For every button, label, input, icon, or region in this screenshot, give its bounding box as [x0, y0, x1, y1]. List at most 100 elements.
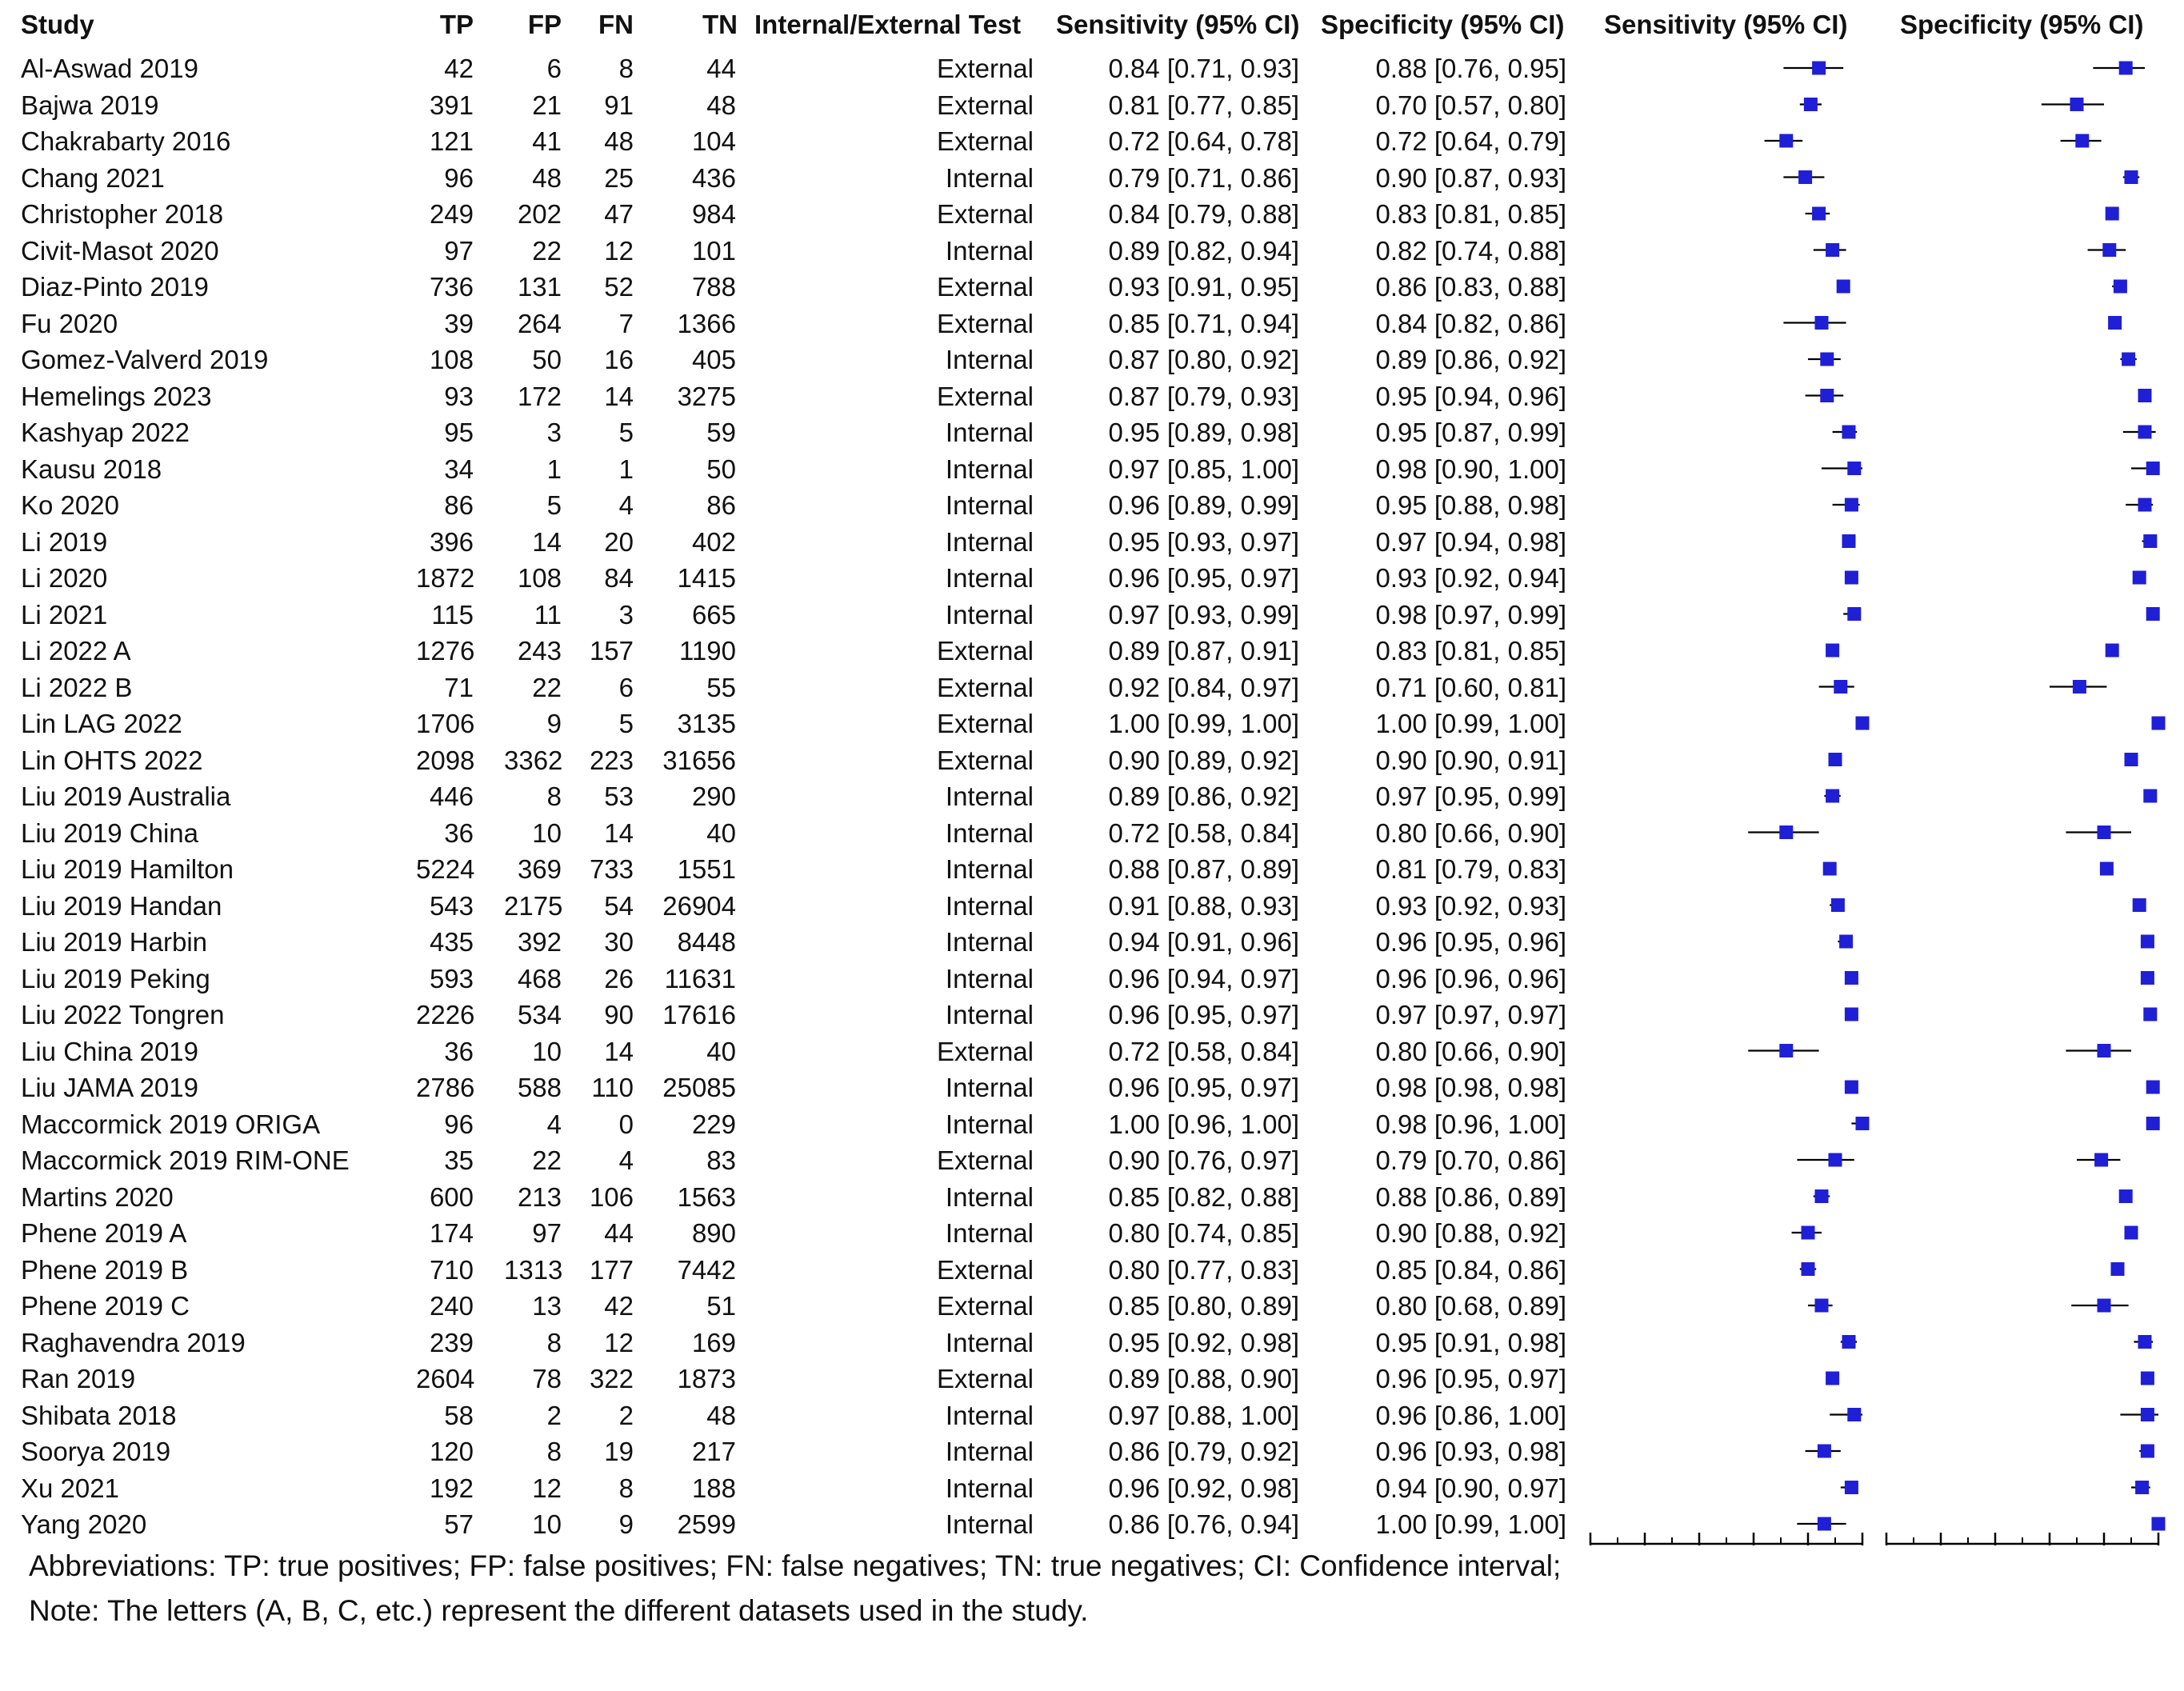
table-row: Liu China 2019 36 10 14 40 External 0.72 [0.58…	[0, 1035, 1584, 1072]
cell-study: Ran 2019	[21, 1364, 136, 1393]
cell-tn: 1190	[679, 636, 736, 666]
header-test: Internal/External Test	[754, 10, 1022, 39]
cell-fp: 172	[517, 381, 562, 411]
cell-study: Al-Aswad 2019	[21, 54, 198, 83]
cell-test: External	[936, 636, 1034, 666]
spec-point	[2070, 98, 2084, 111]
cell-fn: 14	[604, 818, 634, 848]
cell-sensitivity: 0.96 [0.95, 0.97]	[1108, 1000, 1299, 1029]
cell-sensitivity: 0.89 [0.82, 0.94]	[1108, 235, 1299, 266]
cell-tp: 93	[444, 381, 474, 411]
cell-fn: 106	[589, 1181, 634, 1212]
cell-specificity: 0.96 [0.96, 0.96]	[1375, 963, 1566, 993]
spec-tick-label: 0.6	[2034, 1549, 2065, 1552]
cell-fn: 733	[589, 854, 634, 884]
cell-tn: 101	[691, 235, 736, 266]
cell-tn: 44	[706, 54, 736, 83]
cell-study: Fu 2020	[21, 308, 118, 338]
cell-test: Internal	[945, 1181, 1034, 1212]
spec-point	[2146, 1080, 2160, 1094]
sens-tick-label: 0.4	[1684, 1549, 1714, 1552]
spec-point	[2140, 1408, 2154, 1421]
cell-tn: 51	[706, 1291, 736, 1321]
cell-study: Civit-Masot 2020	[21, 235, 219, 266]
cell-study: Maccormick 2019 ORIGA	[21, 1109, 321, 1139]
cell-sensitivity: 0.97 [0.88, 1.00]	[1108, 1400, 1299, 1430]
sens-point	[1828, 1153, 1842, 1167]
sens-point	[1812, 206, 1826, 221]
cell-tn: 26904	[662, 890, 736, 921]
cell-test: Internal	[945, 854, 1034, 884]
spec-tick-label: 0.8	[2089, 1549, 2119, 1552]
cell-fn: 14	[604, 1036, 634, 1066]
cell-test: Internal	[945, 927, 1034, 957]
cell-fp: 1313	[504, 1254, 563, 1285]
table-row: Liu 2019 Harbin 435 392 30 8448 Internal 0.94 …	[0, 925, 1584, 962]
cell-fp: 131	[517, 272, 562, 302]
cell-fn: 91	[604, 90, 634, 120]
cell-fn: 12	[604, 1327, 634, 1357]
table-row: Phene 2019 A 174 97 44 890 Internal 0.80 [0.74…	[0, 1217, 1584, 1253]
cell-fn: 0	[618, 1109, 634, 1139]
cell-tp: 435	[429, 927, 474, 957]
sens-point	[1814, 1189, 1829, 1203]
sens-point	[1847, 1408, 1862, 1421]
cell-sensitivity: 0.90 [0.76, 0.97]	[1108, 1145, 1299, 1175]
table-row: Gomez-Valverd 2019 108 50 16 405 Internal 0.87…	[0, 343, 1584, 380]
cell-study: Christopher 2018	[21, 199, 224, 229]
cell-sensitivity: 0.80 [0.77, 0.83]	[1108, 1254, 1299, 1285]
cell-test: Internal	[945, 1218, 1034, 1248]
cell-test: External	[936, 272, 1034, 302]
cell-fp: 534	[517, 1000, 562, 1029]
cell-study: Li 2022 A	[21, 636, 131, 666]
cell-test: Internal	[945, 1400, 1034, 1430]
cell-sensitivity: 0.72 [0.64, 0.78]	[1108, 126, 1299, 156]
spec-tick-label: 0.4	[1980, 1549, 2010, 1552]
spec-point	[2124, 753, 2138, 766]
cell-study: Liu 2019 Hamilton	[21, 854, 234, 884]
cell-fp: 468	[517, 963, 562, 993]
spec-point	[2132, 898, 2146, 912]
sens-point	[1844, 1481, 1858, 1494]
cell-fp: 202	[517, 199, 562, 229]
spec-point	[2110, 1262, 2125, 1276]
cell-fp: 97	[532, 1218, 562, 1248]
footnote-abbreviations: Abbreviations: TP: true positives; FP: f…	[29, 1549, 1562, 1582]
cell-tp: 2226	[416, 1000, 475, 1029]
spec-point	[2124, 170, 2138, 184]
cell-tn: 8448	[677, 927, 736, 957]
spec-point	[2118, 61, 2133, 75]
sens-point	[1839, 934, 1854, 949]
cell-study: Liu 2019 Australia	[21, 782, 231, 811]
cell-fp: 2175	[504, 890, 563, 921]
table-header: Study TP FP FN TN Internal/External Test…	[0, 0, 2184, 56]
cell-specificity: 0.80 [0.66, 0.90]	[1375, 818, 1566, 848]
spec-point	[2097, 826, 2111, 839]
header-tp: TP	[439, 10, 474, 39]
cell-tp: 5224	[416, 854, 475, 884]
cell-tp: 446	[429, 782, 474, 811]
cell-sensitivity: 0.86 [0.79, 0.92]	[1108, 1437, 1299, 1466]
cell-tp: 57	[444, 1509, 474, 1539]
cell-test: Internal	[945, 490, 1034, 520]
cell-fp: 243	[517, 636, 562, 666]
spec-point	[2097, 1298, 2111, 1313]
spec-point	[2146, 1117, 2160, 1130]
cell-fn: 3	[618, 599, 634, 630]
header-fn: FN	[598, 10, 634, 39]
cell-fp: 9	[546, 709, 562, 738]
cell-fn: 84	[604, 563, 634, 593]
table-row: Li 2019 396 14 20 402 Internal 0.95 [0.93, 0.9…	[0, 526, 1584, 562]
spec-point	[2140, 1371, 2154, 1385]
cell-sensitivity: 0.97 [0.85, 1.00]	[1108, 454, 1299, 484]
cell-test: Internal	[945, 1509, 1034, 1539]
cell-fn: 12	[604, 235, 634, 266]
spec-point	[2132, 570, 2146, 585]
sens-point	[1801, 1262, 1815, 1276]
cell-fp: 8	[546, 782, 562, 811]
cell-study: Martins 2020	[21, 1181, 174, 1212]
spec-point	[2140, 1444, 2154, 1458]
spec-point	[2099, 861, 2114, 876]
cell-fp: 14	[532, 526, 562, 557]
cell-test: Internal	[945, 1437, 1034, 1466]
